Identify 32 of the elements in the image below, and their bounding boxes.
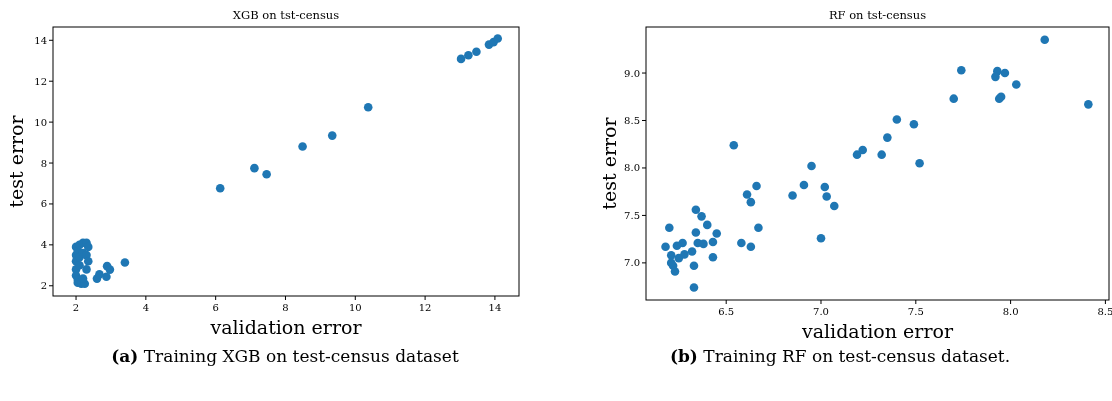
y-tick-label: 10 xyxy=(34,116,47,128)
x-tick-label: 12 xyxy=(418,302,432,313)
y-tick-label: 14 xyxy=(34,34,47,46)
y-axis-title: test error xyxy=(598,116,620,210)
y-tick-label: 12 xyxy=(34,75,47,87)
x-tick-label: 8.0 xyxy=(1002,306,1019,317)
x-tick-label: 10 xyxy=(348,302,362,313)
y-tick-label: 7.0 xyxy=(624,257,640,269)
text: (b) Training RF on test-census dataset. xyxy=(669,346,1011,366)
y-tick-label: 8 xyxy=(40,157,47,169)
x-axis-title: validation error xyxy=(800,320,954,342)
x-tick-label: 8.5 xyxy=(1097,306,1112,317)
chart-title: RF on tst-census xyxy=(828,8,927,22)
x-tick-label: 7.5 xyxy=(907,306,924,317)
y-tick-label: 6 xyxy=(40,198,47,210)
y-tick-label: 8.0 xyxy=(624,162,640,174)
y-tick-label: 8.5 xyxy=(624,115,640,126)
x-tick-label: 14 xyxy=(488,302,502,313)
x-tick-label: 6 xyxy=(212,302,219,313)
y-tick-label: 4 xyxy=(40,239,47,251)
text: (a) Training XGB on test-census dataset xyxy=(111,346,459,366)
y-tick-label: 7.5 xyxy=(624,209,640,221)
y-tick-label: 9.0 xyxy=(624,67,640,79)
x-tick-label: 6.5 xyxy=(718,306,735,317)
x-axis-title: validation error xyxy=(209,316,363,338)
chart-title: XGB on tst-census xyxy=(232,8,340,22)
x-tick-label: 2 xyxy=(72,302,80,313)
x-tick-label: 4 xyxy=(142,302,150,313)
x-tick-label: 7.0 xyxy=(813,306,829,317)
y-axis-title: test error xyxy=(5,114,27,208)
y-tick-label: 2 xyxy=(40,280,47,292)
x-tick-label: 8 xyxy=(282,302,289,313)
